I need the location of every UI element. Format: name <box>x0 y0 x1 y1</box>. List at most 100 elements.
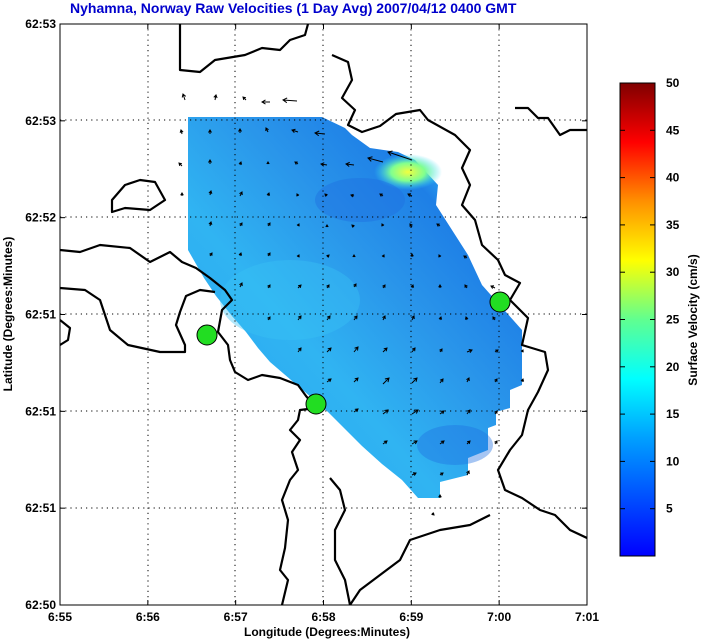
coastline-northeast <box>331 53 587 539</box>
coastline-southwest <box>60 319 72 346</box>
colorbar-tick-label: 45 <box>666 123 680 137</box>
velocity-arrow <box>464 284 468 289</box>
x-tick-label: 6:55 <box>48 610 72 624</box>
velocity-arrow <box>411 377 418 384</box>
velocity-arrow <box>353 377 359 383</box>
x-tick-label: 7:01 <box>575 610 599 624</box>
station-west <box>196 324 218 346</box>
velocity-arrow <box>438 284 442 288</box>
x-tick-label: 7:00 <box>487 610 511 624</box>
x-axis: 6:55 6:56 6:57 6:58 6:59 7:00 7:01 <box>48 24 599 624</box>
x-tick-label: 6:57 <box>224 610 248 624</box>
velocity-arrow <box>267 222 271 227</box>
velocity-arrow <box>325 224 329 228</box>
velocity-arrow <box>326 284 330 289</box>
velocity-arrow <box>490 285 496 289</box>
velocity-arrow <box>494 349 499 353</box>
colorbar <box>619 82 656 557</box>
velocity-arrow <box>267 252 271 257</box>
velocity-arrow <box>410 284 415 289</box>
velocity-arrow <box>239 282 243 288</box>
velocity-arrow <box>411 347 416 353</box>
x-axis-label: Longitude (Degrees:Minutes) <box>244 625 410 639</box>
x-tick-label: 6:56 <box>136 610 160 624</box>
velocity-arrow <box>179 129 184 135</box>
velocity-arrow <box>213 94 218 101</box>
y-tick-label: 62:53 <box>25 114 56 128</box>
velocity-arrow <box>178 162 183 167</box>
colorbar-tick-label: 20 <box>666 360 680 374</box>
velocity-arrow <box>436 223 441 227</box>
velocity-arrow <box>411 315 415 321</box>
velocity-arrow <box>345 161 355 167</box>
velocity-arrow <box>520 378 525 383</box>
velocity-arrow <box>208 159 212 164</box>
colorbar-tick-label: 50 <box>666 76 680 90</box>
coastline-southeast <box>349 514 491 605</box>
velocity-arrow <box>382 409 389 415</box>
velocity-arrow <box>382 284 386 289</box>
grid <box>60 24 587 605</box>
velocity-arrow <box>494 378 498 383</box>
coastline-east-island <box>515 106 587 137</box>
velocity-arrow <box>242 96 247 101</box>
velocity-arrow <box>382 377 390 385</box>
velocity-arrow <box>294 161 299 165</box>
velocity-vectors <box>178 93 525 516</box>
coastline-north <box>178 24 310 74</box>
velocity-arrow <box>494 410 498 415</box>
y-tick-label: 62:51 <box>25 404 56 418</box>
velocity-arrow <box>411 472 417 476</box>
velocity-arrow <box>267 284 271 289</box>
velocity-arrow <box>282 97 298 104</box>
station-south <box>305 393 327 415</box>
velocity-arrow <box>297 284 302 289</box>
velocity-arrow <box>326 347 332 353</box>
colorbar-tick-label: 5 <box>666 502 673 516</box>
velocity-arrow <box>466 470 470 476</box>
velocity-arrow <box>180 192 184 196</box>
velocity-arrow <box>466 440 471 445</box>
velocity-arrow <box>439 410 445 415</box>
velocity-arrow <box>379 193 384 197</box>
velocity-arrow <box>239 222 243 227</box>
velocity-arrow <box>410 253 414 257</box>
moderate-region <box>220 260 360 340</box>
velocity-arrow <box>463 255 468 259</box>
velocity-arrow <box>266 192 271 197</box>
y-tick-label: 62:52 <box>25 211 56 225</box>
velocity-arrow <box>367 156 384 163</box>
velocity-arrow <box>411 440 418 445</box>
velocity-arrow <box>439 472 444 476</box>
y-tick-label: 62:51 <box>25 501 56 515</box>
velocity-arrow <box>353 283 357 288</box>
velocity-arrow <box>208 190 213 196</box>
velocity-arrow <box>265 127 269 133</box>
colorbar-tick-label: 35 <box>666 218 680 232</box>
velocity-arrow <box>466 409 471 415</box>
x-tick-label: 6:58 <box>311 610 335 624</box>
velocity-arrow <box>409 223 413 228</box>
velocity-arrow <box>352 254 356 258</box>
velocity-arrow <box>238 128 242 133</box>
chart-title: Nyhamna, Norway Raw Velocities (1 Day Av… <box>70 0 517 16</box>
velocity-arrow <box>439 378 444 384</box>
colorbar-tick-label: 25 <box>666 313 680 327</box>
y-tick-label: 62:50 <box>25 598 56 612</box>
velocity-arrow <box>208 129 212 134</box>
velocity-arrow <box>520 349 524 353</box>
velocity-arrow <box>326 315 331 321</box>
velocity-arrow <box>431 512 435 516</box>
velocity-arrow <box>353 346 359 353</box>
velocity-arrow <box>326 254 330 258</box>
colorbar-tick-label: 15 <box>666 407 680 421</box>
velocity-arrow <box>238 252 243 257</box>
velocity-arrow <box>387 150 413 161</box>
y-axis-label: Latitude (Degrees:Minutes) <box>1 237 15 392</box>
y-axis: 62:53 62:53 62:52 62:51 62:51 62:51 62:50 <box>25 17 587 612</box>
velocity-arrow <box>411 409 419 415</box>
y-tick-label: 62:53 <box>25 17 56 31</box>
coastline-islet <box>110 178 167 214</box>
velocity-arrow <box>353 315 358 321</box>
